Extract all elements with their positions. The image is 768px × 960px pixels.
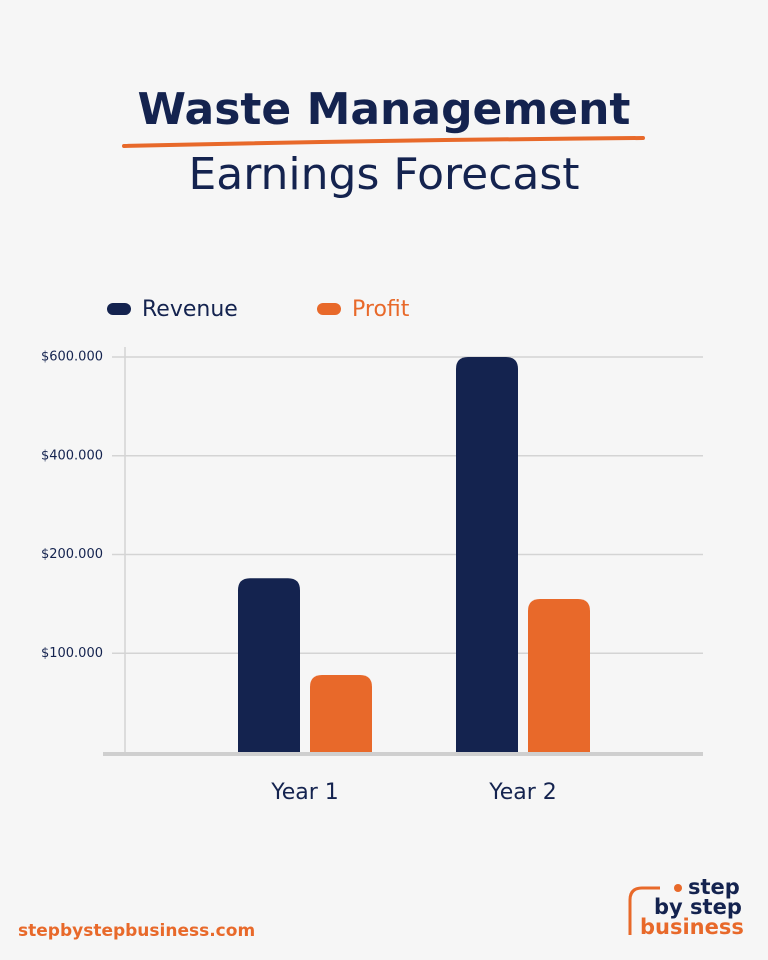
x-tick-label: Year 1 xyxy=(270,780,339,805)
legend-swatch xyxy=(317,303,341,315)
logo-line: business xyxy=(640,915,744,939)
bar xyxy=(528,598,590,752)
bar xyxy=(310,674,372,752)
y-tick-label: $100.000 xyxy=(41,646,103,661)
chart-subtitle: Earnings Forecast xyxy=(188,149,579,200)
logo-line: step xyxy=(688,875,740,899)
y-tick-label: $200.000 xyxy=(41,547,103,562)
bar xyxy=(456,357,518,752)
legend-label: Revenue xyxy=(142,297,238,322)
logo-dot xyxy=(674,884,682,892)
title-underline xyxy=(122,136,645,148)
legend-label: Profit xyxy=(352,297,410,322)
x-tick-label: Year 2 xyxy=(488,780,557,805)
logo-line: by step xyxy=(654,895,742,919)
y-tick-label: $600.000 xyxy=(41,350,103,365)
bar xyxy=(238,578,300,752)
logo-bracket xyxy=(628,886,660,935)
legend-swatch xyxy=(107,303,131,315)
chart-title: Waste Management xyxy=(138,84,631,135)
y-tick-label: $400.000 xyxy=(41,448,103,463)
footer-url: stepbystepbusiness.com xyxy=(18,921,255,941)
